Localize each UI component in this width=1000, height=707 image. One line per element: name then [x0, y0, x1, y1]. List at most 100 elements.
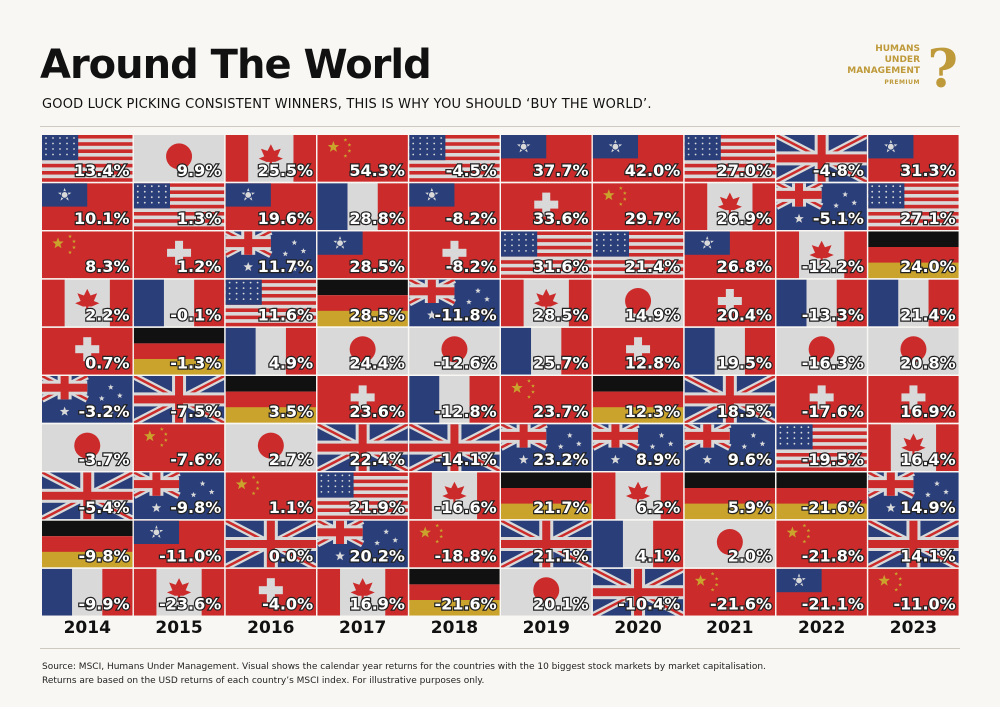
- logo-line-1: HUMANS: [875, 44, 920, 54]
- cell-2020-france: 4.1%: [592, 520, 684, 568]
- australia-flag-icon: [776, 183, 867, 230]
- brand-logo: HUMANS UNDER MANAGEMENT PREMIUM ?: [840, 44, 960, 100]
- australia-flag-icon: [317, 520, 408, 568]
- usa-flag-icon: [501, 231, 592, 279]
- return-label: 33.6%: [533, 209, 589, 228]
- return-label: 0.0%: [269, 546, 313, 565]
- return-label: 29.7%: [625, 209, 681, 228]
- cell-2022-usa: -19.5%: [776, 424, 867, 472]
- france-flag-icon: [42, 568, 133, 616]
- cell-2018-japan: -12.6%: [409, 327, 500, 375]
- switzerland-flag-icon: [409, 231, 500, 279]
- australia-flag-icon: [868, 472, 959, 520]
- cell-2017-uk: 22.4%: [317, 424, 408, 472]
- cell-2015-usa: 1.3%: [133, 183, 225, 230]
- return-label: 1.1%: [269, 498, 313, 517]
- return-label: -10.4%: [618, 595, 680, 614]
- return-label: 25.5%: [258, 161, 314, 180]
- usa-flag-icon: [317, 472, 408, 520]
- france-flag-icon: [776, 279, 867, 327]
- cell-2014-switzerland: 0.7%: [42, 327, 133, 375]
- year-label-2021: 2021: [706, 618, 753, 638]
- switzerland-flag-icon: [42, 327, 133, 375]
- return-label: 42.0%: [625, 161, 681, 180]
- footer-line-2: Returns are based on the USD returns of …: [42, 676, 485, 686]
- return-label: -5.4%: [78, 498, 129, 517]
- return-label: 21.9%: [349, 498, 405, 517]
- cell-2019-australia: 23.2%: [501, 424, 592, 471]
- taiwan-flag-icon: [42, 183, 133, 230]
- china-flag-icon: [42, 231, 133, 279]
- cell-2020-uk: -10.4%: [592, 568, 684, 616]
- uk-flag-icon: [592, 568, 684, 616]
- cell-2017-france: 28.8%: [317, 183, 408, 230]
- cell-2016-uk: 0.0%: [225, 520, 317, 568]
- switzerland-flag-icon: [133, 231, 225, 279]
- cell-2023-france: 21.4%: [868, 279, 959, 327]
- year-label-2016: 2016: [247, 618, 294, 638]
- france-flag-icon: [684, 327, 776, 375]
- return-label: -21.1%: [802, 595, 864, 614]
- return-label: 1.3%: [177, 209, 221, 228]
- uk-flag-icon: [42, 472, 133, 520]
- taiwan-flag-icon: [684, 231, 776, 279]
- question-mark-icon: ?: [927, 39, 958, 100]
- year-label-2017: 2017: [339, 618, 386, 638]
- uk-flag-icon: [776, 135, 867, 182]
- cell-2017-switzerland: 23.6%: [317, 376, 408, 423]
- france-flag-icon: [317, 183, 408, 230]
- cell-2022-uk: -4.8%: [776, 135, 867, 182]
- cell-2022-germany: -21.6%: [776, 472, 867, 520]
- switzerland-flag-icon: [225, 568, 317, 616]
- cell-2022-china: -21.8%: [776, 520, 867, 568]
- return-label: 8.9%: [636, 450, 680, 469]
- cell-2021-australia: 9.6%: [684, 424, 776, 471]
- return-label: 19.5%: [717, 354, 773, 373]
- cell-2014-germany: -9.8%: [42, 520, 133, 568]
- return-label: -5.1%: [813, 209, 864, 228]
- cell-2020-germany: 12.3%: [592, 376, 684, 423]
- uk-flag-icon: [409, 424, 500, 472]
- cell-2023-japan: 20.8%: [868, 327, 959, 375]
- return-label: -4.0%: [262, 595, 313, 614]
- return-label: -21.6%: [435, 595, 497, 614]
- cell-2018-australia: -11.8%: [409, 279, 500, 327]
- cell-2020-usa: 21.4%: [592, 231, 684, 279]
- return-label: -23.6%: [159, 595, 221, 614]
- return-label: -12.2%: [802, 257, 864, 276]
- cell-2023-china: -11.0%: [868, 568, 959, 616]
- return-label: 16.4%: [900, 450, 956, 469]
- cell-2022-france: -13.3%: [776, 279, 867, 327]
- japan-flag-icon: [317, 327, 408, 375]
- japan-flag-icon: [684, 520, 776, 568]
- usa-flag-icon: [225, 279, 317, 327]
- australia-flag-icon: [501, 424, 592, 471]
- footer-source: Source: MSCI, Humans Under Management. V…: [42, 660, 766, 688]
- cell-2021-usa: 27.0%: [684, 135, 776, 182]
- china-flag-icon: [776, 520, 867, 568]
- australia-flag-icon: [409, 279, 500, 327]
- return-label: -9.8%: [78, 546, 129, 565]
- japan-flag-icon: [133, 135, 225, 182]
- cell-2023-switzerland: 16.9%: [868, 376, 959, 423]
- cell-2020-switzerland: 12.8%: [592, 327, 684, 375]
- cell-2015-china: -7.6%: [133, 424, 225, 471]
- return-label: 28.5%: [349, 305, 405, 324]
- return-label: 21.1%: [533, 546, 589, 565]
- top-divider: [40, 126, 960, 127]
- cell-2014-china: 8.3%: [42, 231, 133, 279]
- canada-flag-icon: [42, 279, 133, 327]
- cell-2023-usa: 27.1%: [868, 183, 959, 230]
- cell-2016-canada: 25.5%: [225, 135, 317, 182]
- germany-flag-icon: [501, 472, 592, 520]
- return-label: 19.6%: [258, 209, 314, 228]
- return-label: -0.1%: [170, 305, 221, 324]
- cell-2014-france: -9.9%: [42, 568, 133, 616]
- canada-flag-icon: [684, 183, 776, 230]
- france-flag-icon: [501, 327, 592, 375]
- cell-2015-france: -0.1%: [133, 279, 225, 327]
- return-label: 2.0%: [728, 546, 772, 565]
- france-flag-icon: [225, 327, 317, 375]
- year-label-2018: 2018: [431, 618, 478, 638]
